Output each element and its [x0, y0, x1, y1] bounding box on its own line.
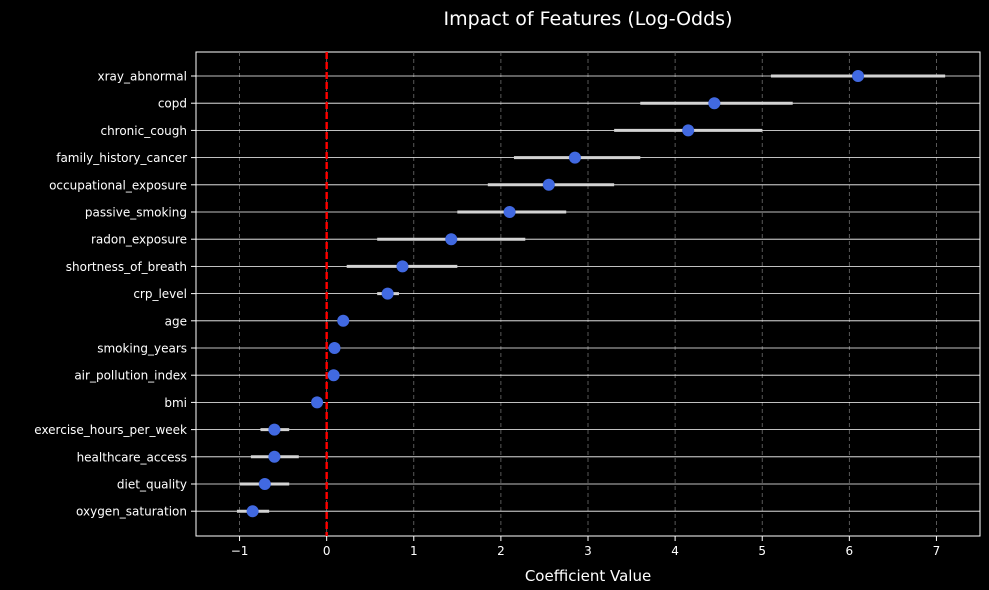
- y-tick-label: xray_abnormal: [97, 70, 187, 84]
- x-tick-label: 2: [497, 544, 505, 558]
- data-point: [568, 151, 581, 164]
- y-tick-label: family_history_cancer: [56, 151, 187, 165]
- y-tick-label: smoking_years: [97, 342, 187, 356]
- y-tick-label: bmi: [164, 396, 187, 410]
- y-tick-label: age: [165, 314, 187, 328]
- y-tick-label: crp_level: [133, 287, 187, 301]
- x-tick-label: 1: [410, 544, 418, 558]
- data-point: [396, 260, 409, 273]
- data-point: [682, 124, 695, 137]
- x-axis-title: Coefficient Value: [525, 567, 651, 585]
- y-tick-label: exercise_hours_per_week: [34, 423, 187, 437]
- data-point: [542, 178, 555, 191]
- data-point: [708, 97, 721, 110]
- x-tick-label: 6: [846, 544, 854, 558]
- data-point: [328, 342, 341, 354]
- y-tick-label: passive_smoking: [85, 206, 187, 220]
- chart-title: Impact of Features (Log-Odds): [444, 8, 733, 30]
- y-tick-label: chronic_cough: [100, 124, 187, 138]
- data-point: [445, 233, 458, 246]
- y-tick-label: copd: [158, 97, 187, 111]
- x-tick-label: 3: [584, 544, 592, 558]
- data-point: [327, 369, 340, 382]
- data-point: [311, 396, 324, 409]
- x-tick-label: 7: [933, 544, 941, 558]
- y-tick-label: occupational_exposure: [49, 178, 187, 192]
- x-tick-label: 0: [323, 544, 331, 558]
- y-tick-label: radon_exposure: [91, 233, 187, 247]
- data-point: [337, 314, 350, 327]
- y-tick-label: air_pollution_index: [74, 369, 187, 383]
- x-tick-label: 5: [758, 544, 766, 558]
- y-tick-label: diet_quality: [117, 478, 187, 492]
- y-tick-label: oxygen_saturation: [76, 505, 187, 519]
- data-point: [268, 450, 281, 463]
- y-tick-label: healthcare_access: [77, 450, 187, 464]
- data-point: [381, 287, 394, 300]
- data-point: [852, 70, 865, 82]
- data-point: [258, 478, 271, 490]
- data-point: [503, 206, 516, 218]
- x-tick-label: 4: [671, 544, 679, 558]
- y-tick-label: shortness_of_breath: [66, 260, 187, 274]
- data-point: [246, 505, 259, 518]
- x-tick-label: −1: [231, 544, 249, 558]
- data-point: [268, 423, 281, 436]
